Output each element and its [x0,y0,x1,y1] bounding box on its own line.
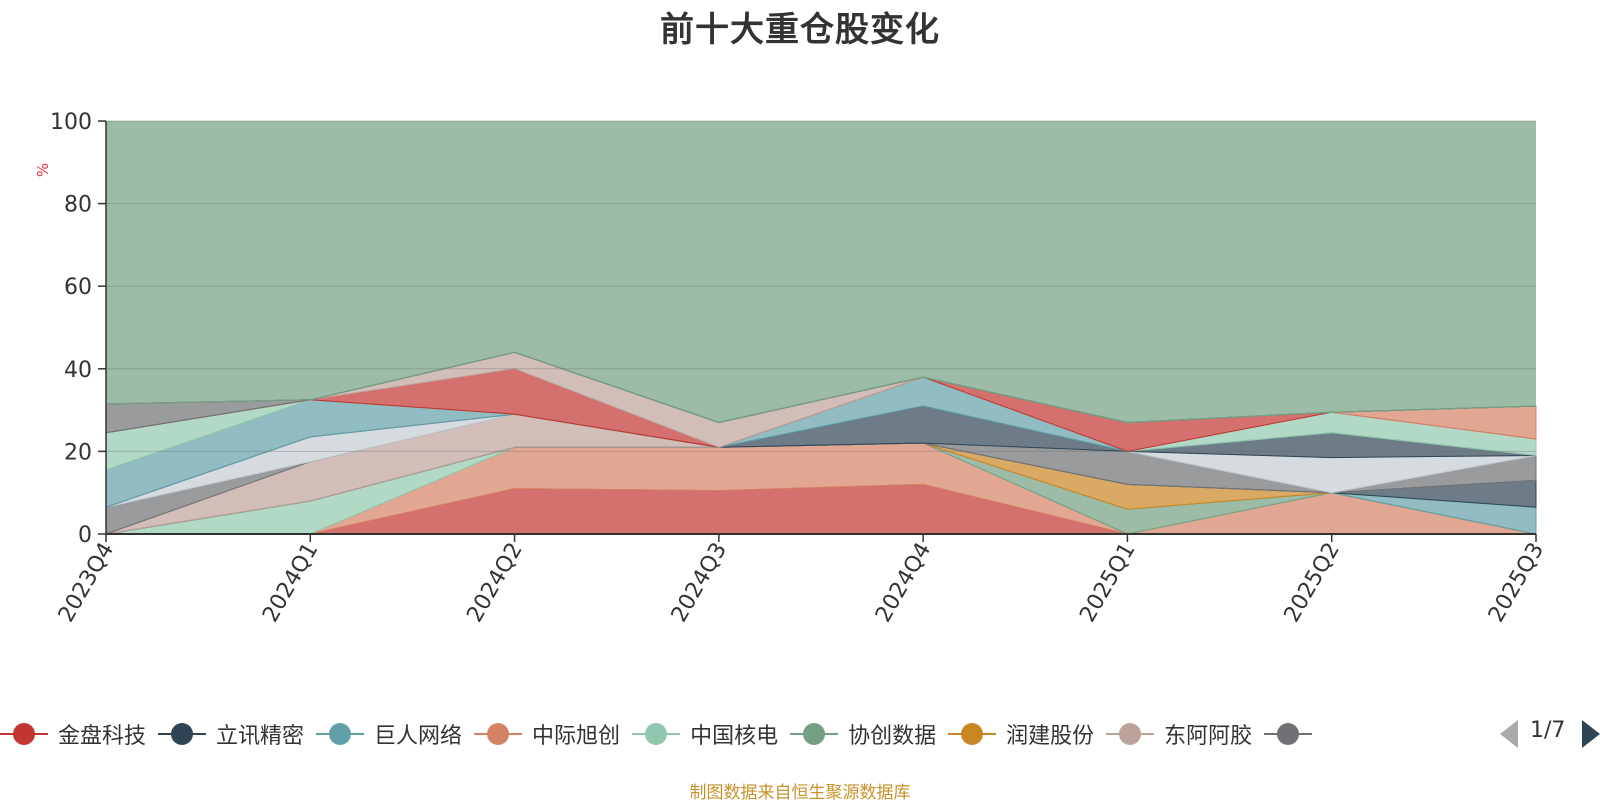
y-tick-label: 60 [64,275,92,300]
y-tick-label: 80 [64,193,92,218]
legend-item[interactable]: 金盘科技 [0,714,146,754]
y-tick-label: 0 [78,523,92,548]
legend-item[interactable] [1264,714,1322,754]
chart-legend: 金盘科技 立讯精密 巨人网络 中际旭创 中国核电 协创数据 润建股份 东阿阿胶 [0,714,1512,754]
legend-marker-icon [474,722,523,746]
legend-label: 协创数据 [848,724,937,749]
y-tick-label: 20 [64,440,92,465]
stacked-area-chart: 0 20 40 60 80 100% 2023Q4 2024Q1 2024Q2 2024Q3 202… [34,110,1549,627]
legend-marker-icon [1264,722,1313,746]
legend-marker-icon [632,722,681,746]
legend-item[interactable]: 东阿阿胶 [1106,714,1252,754]
legend-label: 中国核电 [690,724,779,749]
x-tick-label: 2024Q4 [871,539,936,627]
x-tick-label: 2025Q3 [1484,539,1549,627]
data-source-note: 制图数据来自恒生聚源数据库 [689,783,911,803]
series-area-remainder [106,121,1536,423]
x-tick-label: 2025Q1 [1075,539,1140,627]
legend-marker-icon [1106,722,1155,746]
legend-page-indicator: 1/7 [1530,718,1566,743]
legend-item[interactable]: 中国核电 [632,714,778,754]
legend-item[interactable]: 立讯精密 [158,714,304,754]
legend-item[interactable]: 协创数据 [790,714,936,754]
legend-marker-icon [948,722,997,746]
legend-next-page-icon[interactable] [1582,720,1600,748]
x-tick-label: 2024Q3 [667,539,732,627]
y-tick-label: 100 [50,110,92,135]
legend-prev-page-icon[interactable] [1500,720,1518,748]
y-axis-label: % [34,163,52,177]
legend-marker-icon [790,722,839,746]
chart-title: 前十大重仓股变化 [660,10,940,50]
legend-marker-icon [158,722,207,746]
x-tick-label: 2023Q4 [54,539,119,627]
y-tick-label: 40 [64,358,92,383]
x-tick-label: 2025Q2 [1280,539,1345,627]
legend-label: 立讯精密 [216,724,305,749]
x-tick-label: 2024Q2 [462,539,527,627]
legend-item[interactable]: 润建股份 [948,714,1094,754]
x-tick-label: 2024Q1 [258,539,323,627]
legend-label: 金盘科技 [58,724,147,749]
legend-marker-icon [0,722,48,746]
legend-label: 东阿阿胶 [1164,724,1253,749]
legend-label: 润建股份 [1006,724,1095,749]
legend-label: 巨人网络 [374,724,463,749]
legend-item[interactable]: 巨人网络 [316,714,462,754]
legend-label: 中际旭创 [532,724,621,749]
legend-item[interactable]: 中际旭创 [474,714,620,754]
legend-marker-icon [316,722,365,746]
legend-pager: 1/7 [1500,716,1600,752]
